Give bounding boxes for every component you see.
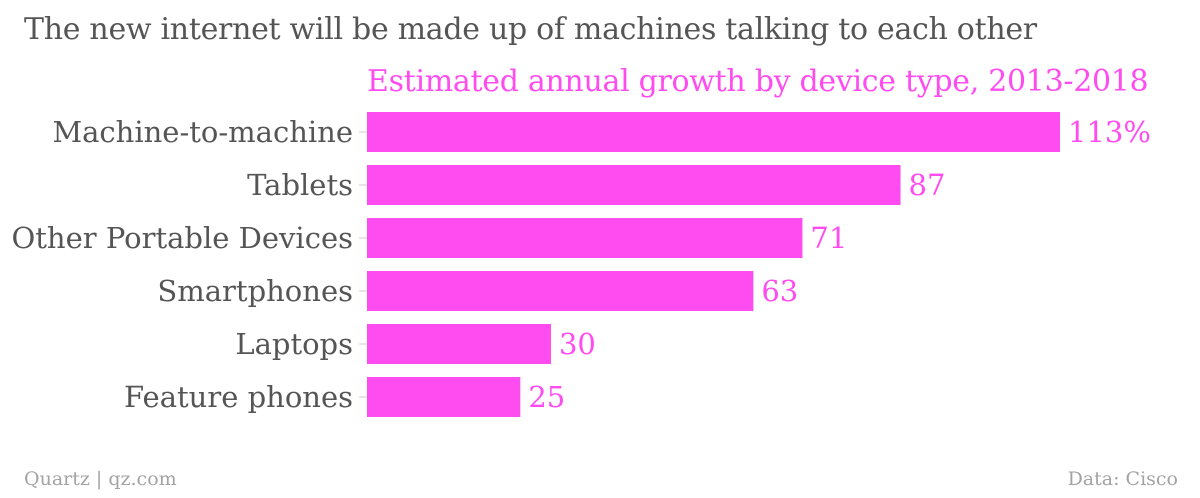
value-label: 30 — [559, 327, 596, 361]
value-label: 63 — [761, 274, 798, 308]
chart-subtitle: Estimated annual growth by device type, … — [367, 64, 1149, 99]
category-label: Tablets — [247, 168, 353, 202]
footer-source: Data: Cisco — [1067, 468, 1178, 490]
bar — [367, 377, 521, 417]
bar — [367, 324, 551, 364]
value-label: 87 — [909, 168, 946, 202]
category-label: Other Portable Devices — [11, 221, 353, 255]
category-label: Feature phones — [124, 380, 353, 414]
bar — [367, 165, 901, 205]
chart-title: The new internet will be made up of mach… — [24, 12, 1037, 47]
category-label: Laptops — [235, 327, 353, 361]
value-label: 25 — [528, 380, 565, 414]
category-label: Machine-to-machine — [52, 115, 353, 149]
bar — [367, 271, 754, 311]
bar — [367, 218, 803, 258]
footer-credit: Quartz | qz.com — [24, 468, 177, 490]
bar — [367, 112, 1060, 152]
value-label: 113% — [1068, 115, 1151, 149]
category-label: Smartphones — [157, 274, 353, 308]
value-label: 71 — [810, 221, 847, 255]
